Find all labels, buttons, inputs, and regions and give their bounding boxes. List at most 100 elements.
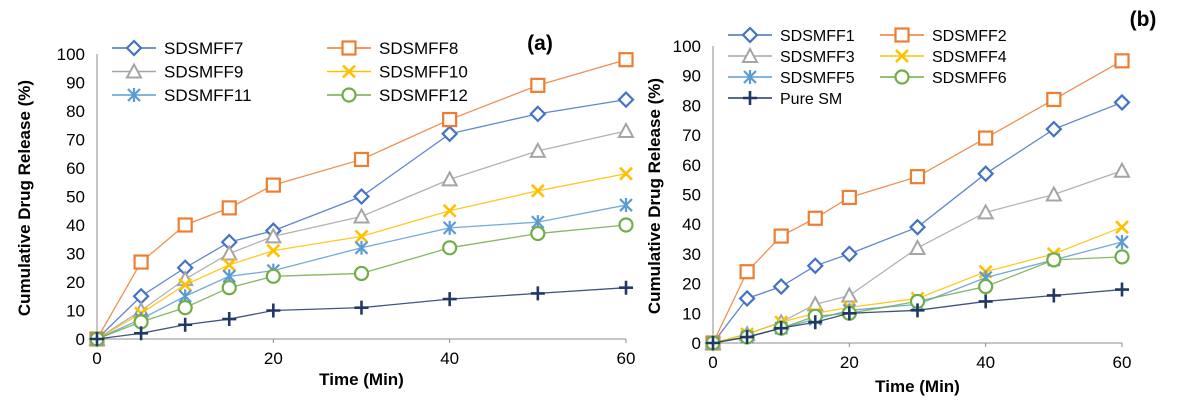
data-point bbox=[530, 77, 546, 93]
data-point bbox=[909, 169, 926, 185]
data-point bbox=[265, 177, 281, 193]
y-tick-label: 30 bbox=[682, 245, 701, 264]
legend-label: SDSMFF7 bbox=[164, 39, 243, 58]
series-sdsmff2 bbox=[705, 53, 1130, 351]
legend-marker bbox=[743, 70, 757, 84]
data-point bbox=[221, 280, 237, 296]
data-point bbox=[1115, 235, 1129, 250]
y-tick-label: 50 bbox=[66, 188, 85, 207]
data-point bbox=[978, 278, 994, 295]
data-point bbox=[442, 203, 457, 218]
data-point bbox=[739, 264, 755, 280]
data-point bbox=[807, 210, 823, 226]
legend-item: SDSMFF6 bbox=[880, 69, 1007, 87]
data-point bbox=[442, 292, 457, 307]
data-point bbox=[266, 303, 281, 318]
data-point bbox=[619, 280, 633, 295]
legend-item: SDSMFF2 bbox=[880, 27, 1007, 45]
y-axis-title: Cumulative Drug Release (%) bbox=[15, 80, 34, 316]
legend-label: SDSMFF4 bbox=[932, 49, 1007, 66]
y-tick-label: 80 bbox=[66, 102, 85, 121]
data-point bbox=[133, 254, 149, 270]
data-point bbox=[265, 268, 281, 284]
legend-item: SDSMFF8 bbox=[327, 39, 458, 58]
series-sdsmff7 bbox=[88, 91, 635, 348]
x-tick-label: 20 bbox=[264, 349, 283, 368]
data-point bbox=[1045, 185, 1063, 202]
data-point bbox=[177, 300, 193, 316]
data-point bbox=[977, 165, 995, 183]
data-point bbox=[352, 187, 371, 206]
y-tick-label: 10 bbox=[66, 302, 85, 321]
data-point bbox=[978, 130, 994, 146]
series-pure-sm bbox=[706, 282, 1129, 350]
data-point bbox=[840, 245, 858, 263]
y-tick-label: 20 bbox=[66, 273, 85, 292]
legend-marker bbox=[894, 27, 910, 43]
y-tick-label: 40 bbox=[682, 215, 701, 234]
y-tick-label: 50 bbox=[682, 186, 701, 205]
data-point bbox=[440, 170, 459, 187]
legend-item: SDSMFF3 bbox=[728, 46, 855, 66]
data-point bbox=[221, 200, 237, 216]
data-point bbox=[354, 240, 369, 255]
legend-item: SDSMFF5 bbox=[728, 70, 855, 87]
legend-item: SDSMFF7 bbox=[112, 39, 243, 58]
data-point bbox=[353, 265, 370, 282]
data-point bbox=[441, 125, 459, 143]
x-tick-label: 20 bbox=[840, 353, 859, 372]
data-point bbox=[178, 317, 193, 332]
legend-marker bbox=[125, 62, 143, 79]
legend-marker bbox=[743, 91, 757, 105]
y-tick-label: 60 bbox=[66, 159, 85, 178]
legend-label: SDSMFF3 bbox=[780, 49, 855, 66]
legend-marker bbox=[127, 88, 141, 102]
data-point bbox=[842, 306, 857, 321]
data-point bbox=[134, 326, 149, 341]
data-point bbox=[617, 121, 635, 138]
data-point bbox=[1115, 282, 1129, 297]
data-point bbox=[352, 207, 371, 224]
chart-panel-a: 0 10 20 30 40 50 60 70 80 90 100 0 20 40 60 Time (Min) C… bbox=[15, 32, 635, 389]
data-point bbox=[619, 198, 633, 213]
y-tick-label: 10 bbox=[682, 304, 701, 323]
data-point bbox=[1115, 220, 1129, 235]
legend-marker bbox=[341, 87, 357, 103]
data-point bbox=[841, 189, 857, 206]
y-tick-label: 80 bbox=[682, 96, 701, 115]
y-tick-label: 40 bbox=[66, 216, 85, 235]
legend-item: SDSMFF9 bbox=[112, 62, 243, 82]
data-point bbox=[442, 240, 458, 256]
legend-label: SDSMFF9 bbox=[164, 63, 243, 82]
y-tick-label: 100 bbox=[673, 37, 701, 56]
data-point bbox=[1114, 249, 1130, 265]
y-tick-label: 100 bbox=[57, 45, 85, 64]
chart-panel-b: 0 10 20 30 40 50 60 70 80 90 100 0 20 40 60 Time (Min) C… bbox=[645, 8, 1156, 396]
y-tick-label: 0 bbox=[76, 330, 85, 349]
legend-item: Pure SM bbox=[728, 91, 842, 108]
data-point bbox=[806, 257, 824, 275]
data-point bbox=[530, 225, 546, 242]
legend-label: Pure SM bbox=[780, 91, 842, 108]
legend-label: SDSMFF6 bbox=[932, 70, 1007, 87]
data-point bbox=[910, 303, 925, 318]
data-point bbox=[442, 220, 457, 235]
data-point bbox=[808, 315, 823, 330]
data-point bbox=[177, 217, 193, 233]
data-point bbox=[772, 278, 790, 296]
data-point bbox=[1046, 288, 1061, 303]
y-axis-title: Cumulative Drug Release (%) bbox=[645, 78, 664, 314]
data-point bbox=[738, 289, 756, 308]
data-point bbox=[178, 277, 193, 292]
data-point bbox=[222, 257, 237, 272]
legend-marker bbox=[895, 49, 909, 63]
y-tick-label: 20 bbox=[682, 275, 701, 294]
data-point bbox=[222, 312, 237, 327]
data-point bbox=[354, 300, 369, 315]
legend-marker bbox=[741, 46, 759, 63]
data-point bbox=[773, 228, 789, 244]
data-point bbox=[90, 332, 104, 346]
legend-label: SDSMFF10 bbox=[379, 63, 468, 82]
x-tick-label: 0 bbox=[92, 349, 101, 368]
